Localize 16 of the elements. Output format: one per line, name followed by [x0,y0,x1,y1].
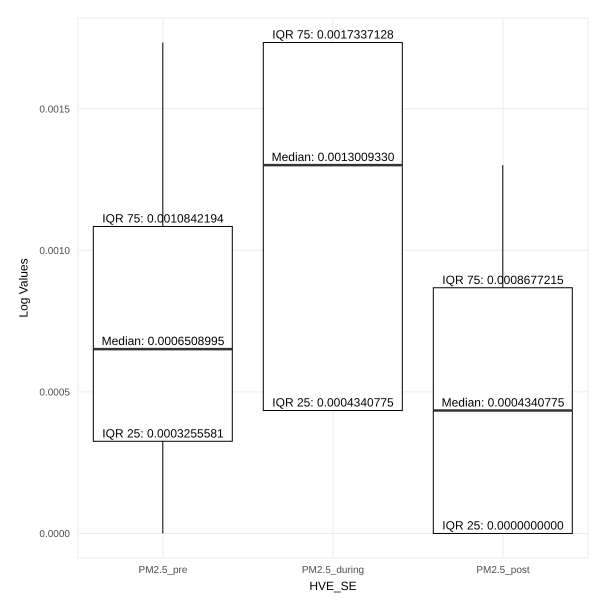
annotation: Median: 0.0006508995 [102,334,225,348]
x-axis-title: HVE_SE [309,579,357,593]
x-tick-label: PM2.5_post [476,565,530,576]
annotation: IQR 25: 0.0003255581 [102,426,224,440]
x-tick-label: PM2.5_pre [138,565,188,576]
y-axis-title: Log Values [16,258,30,318]
annotation: IQR 75: 0.0017337128 [272,28,394,42]
y-tick-label: 0.0010 [39,246,70,257]
annotation: IQR 25: 0.0004340775 [272,396,394,410]
annotation: Median: 0.0004340775 [442,396,565,410]
annotation: Median: 0.0013009330 [272,150,395,164]
annotation: IQR 25: 0.0000000000 [442,518,564,532]
x-tick-label: PM2.5_during [302,565,364,576]
y-tick-label: 0.0005 [39,387,70,398]
y-tick-label: 0.0000 [39,529,70,540]
y-tick-label: 0.0015 [39,104,70,116]
